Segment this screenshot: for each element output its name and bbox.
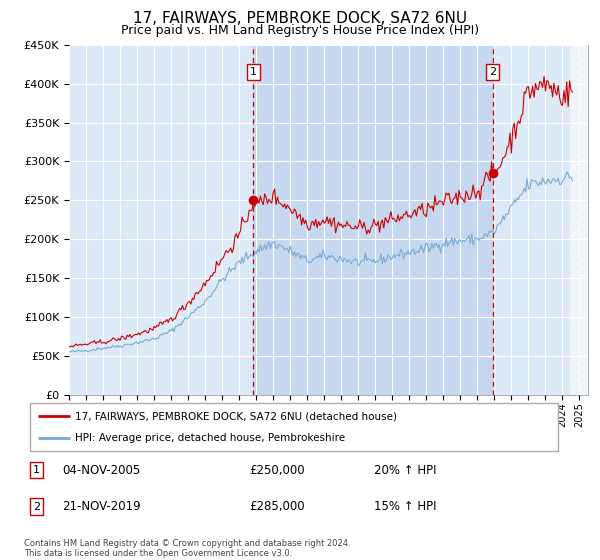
Text: 1: 1	[33, 465, 40, 475]
Text: HPI: Average price, detached house, Pembrokeshire: HPI: Average price, detached house, Pemb…	[75, 433, 345, 443]
Text: 17, FAIRWAYS, PEMBROKE DOCK, SA72 6NU (detached house): 17, FAIRWAYS, PEMBROKE DOCK, SA72 6NU (d…	[75, 411, 397, 421]
Text: 17, FAIRWAYS, PEMBROKE DOCK, SA72 6NU: 17, FAIRWAYS, PEMBROKE DOCK, SA72 6NU	[133, 11, 467, 26]
Text: 21-NOV-2019: 21-NOV-2019	[62, 500, 141, 513]
Text: 2: 2	[33, 502, 40, 511]
Text: 2: 2	[489, 67, 496, 77]
FancyBboxPatch shape	[30, 403, 558, 451]
Bar	[569, 45, 590, 395]
Text: 20% ↑ HPI: 20% ↑ HPI	[374, 464, 436, 477]
Text: 1: 1	[250, 67, 257, 77]
Text: Price paid vs. HM Land Registry's House Price Index (HPI): Price paid vs. HM Land Registry's House …	[121, 24, 479, 36]
Text: 04-NOV-2005: 04-NOV-2005	[62, 464, 140, 477]
Text: Contains HM Land Registry data © Crown copyright and database right 2024.
This d: Contains HM Land Registry data © Crown c…	[24, 539, 350, 558]
Text: 15% ↑ HPI: 15% ↑ HPI	[374, 500, 436, 513]
Text: £250,000: £250,000	[250, 464, 305, 477]
Text: £285,000: £285,000	[250, 500, 305, 513]
Bar	[253, 45, 493, 395]
